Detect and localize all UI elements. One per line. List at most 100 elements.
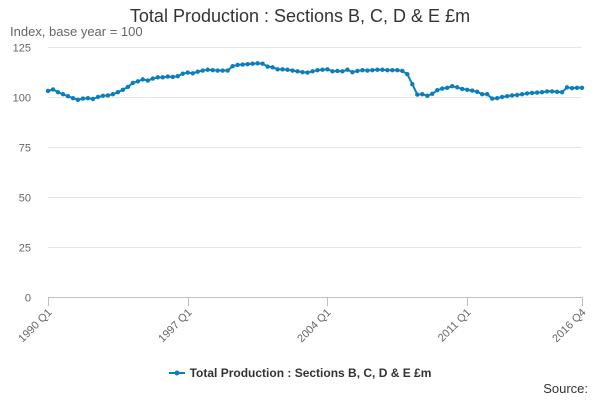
data-point[interactable] (390, 67, 395, 73)
data-point[interactable] (255, 61, 260, 66)
data-point[interactable] (544, 89, 550, 94)
data-point[interactable] (370, 67, 375, 73)
data-point[interactable] (385, 67, 390, 73)
data-point[interactable] (405, 71, 410, 77)
data-point[interactable] (195, 69, 200, 74)
data-point[interactable] (45, 88, 51, 94)
data-point[interactable] (355, 68, 360, 74)
data-point[interactable] (160, 75, 165, 80)
data-point[interactable] (499, 94, 505, 100)
data-point[interactable] (120, 87, 126, 92)
data-point[interactable] (225, 68, 230, 73)
data-point[interactable] (285, 67, 290, 72)
data-point[interactable] (494, 96, 500, 101)
data-point[interactable] (564, 85, 570, 90)
data-point[interactable] (380, 67, 385, 72)
data-point[interactable] (325, 67, 330, 72)
data-point[interactable] (75, 97, 81, 103)
data-point[interactable] (554, 89, 560, 94)
data-point[interactable] (519, 92, 525, 97)
data-point[interactable] (65, 94, 71, 99)
data-point[interactable] (300, 69, 305, 75)
data-point[interactable] (230, 63, 235, 69)
data-point[interactable] (115, 89, 121, 95)
data-point[interactable] (305, 70, 310, 75)
data-point[interactable] (95, 94, 101, 100)
data-point[interactable] (130, 80, 136, 86)
data-point[interactable] (460, 86, 465, 92)
data-point[interactable] (260, 61, 265, 66)
data-point[interactable] (484, 92, 490, 97)
data-point[interactable] (445, 85, 450, 90)
data-point[interactable] (509, 93, 515, 98)
data-point[interactable] (210, 67, 215, 73)
data-point[interactable] (330, 69, 335, 74)
data-point[interactable] (220, 68, 225, 73)
data-point[interactable] (574, 85, 580, 90)
data-point[interactable] (140, 77, 146, 82)
data-point[interactable] (180, 71, 185, 76)
data-point[interactable] (529, 90, 535, 96)
data-point[interactable] (55, 89, 61, 95)
data-point[interactable] (375, 67, 380, 72)
data-point[interactable] (105, 93, 111, 98)
data-point[interactable] (185, 70, 190, 75)
data-point[interactable] (450, 83, 455, 89)
data-point[interactable] (350, 69, 355, 75)
legend[interactable]: Total Production : Sections B, C, D & E … (0, 366, 600, 381)
data-point[interactable] (275, 67, 280, 72)
data-point[interactable] (295, 69, 300, 74)
data-point[interactable] (340, 69, 345, 74)
data-point[interactable] (455, 85, 460, 90)
data-point[interactable] (420, 92, 425, 97)
data-point[interactable] (150, 76, 155, 81)
data-point[interactable] (569, 85, 575, 91)
data-point[interactable] (514, 92, 520, 98)
data-point[interactable] (539, 89, 545, 95)
data-point[interactable] (200, 68, 205, 73)
data-point[interactable] (310, 69, 315, 74)
data-point[interactable] (145, 78, 151, 83)
data-point[interactable] (465, 87, 470, 92)
data-point[interactable] (165, 74, 170, 79)
data-point[interactable] (215, 68, 220, 73)
data-point[interactable] (470, 88, 475, 93)
data-point[interactable] (135, 79, 141, 84)
legend-item[interactable]: Total Production : Sections B, C, D & E … (168, 366, 431, 380)
data-point[interactable] (400, 68, 405, 74)
data-point[interactable] (549, 89, 555, 94)
data-point[interactable] (110, 92, 116, 97)
data-point[interactable] (80, 96, 86, 101)
data-point[interactable] (335, 68, 340, 74)
data-point[interactable] (205, 67, 210, 72)
data-point[interactable] (90, 96, 96, 102)
data-point[interactable] (85, 96, 91, 101)
data-point[interactable] (320, 67, 325, 72)
data-point[interactable] (265, 64, 270, 69)
data-point[interactable] (190, 71, 195, 76)
data-point[interactable] (50, 87, 56, 92)
data-point[interactable] (410, 81, 415, 87)
data-point[interactable] (175, 73, 180, 79)
data-point[interactable] (250, 61, 255, 66)
data-point[interactable] (240, 62, 245, 67)
data-point[interactable] (315, 67, 320, 73)
data-point[interactable] (559, 89, 565, 95)
data-point[interactable] (479, 92, 485, 97)
data-point[interactable] (60, 92, 66, 97)
data-point[interactable] (435, 87, 440, 93)
data-point[interactable] (235, 62, 240, 68)
data-point[interactable] (170, 74, 175, 80)
data-point[interactable] (280, 67, 285, 72)
data-point[interactable] (475, 89, 480, 94)
data-point[interactable] (345, 67, 350, 72)
data-point[interactable] (430, 91, 435, 96)
data-point[interactable] (504, 94, 510, 99)
data-point[interactable] (534, 90, 540, 95)
data-point[interactable] (245, 61, 250, 67)
data-point[interactable] (579, 85, 585, 90)
data-point[interactable] (125, 84, 131, 90)
data-point[interactable] (290, 68, 295, 73)
data-point[interactable] (440, 86, 445, 91)
data-point[interactable] (70, 96, 76, 101)
